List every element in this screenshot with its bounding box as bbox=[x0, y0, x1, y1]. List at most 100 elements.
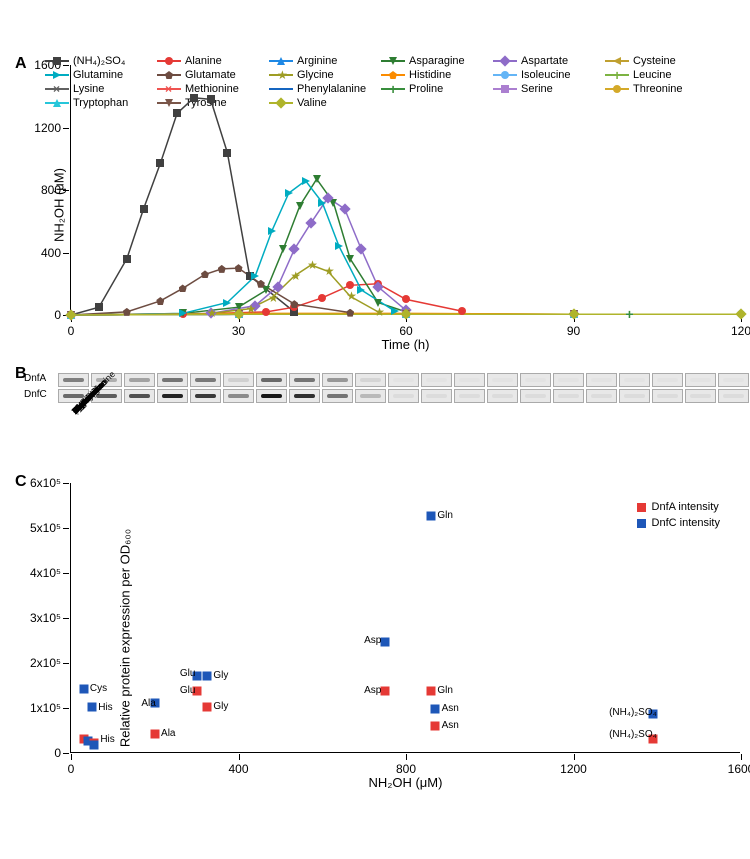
legend-swatch bbox=[269, 88, 293, 90]
scatter-label: His bbox=[100, 734, 114, 745]
legend-swatch: × bbox=[157, 88, 181, 90]
legend-swatch bbox=[637, 503, 646, 512]
scatter-label: (NH₄)₂SO₄ bbox=[609, 707, 657, 718]
western-blot-grid: (NH₄)₂SO₄ Alanine Arginine Asparagine As… bbox=[58, 373, 749, 405]
blot-dnfa bbox=[685, 373, 716, 387]
xtick-label: 1600 bbox=[728, 762, 750, 776]
legend-swatch bbox=[493, 60, 517, 62]
row-label-dnfc: DnfC bbox=[24, 389, 47, 400]
panel-c-xlabel: NH₂OH (μM) bbox=[369, 775, 443, 790]
xtick-label: 400 bbox=[228, 762, 248, 776]
legend-swatch bbox=[157, 74, 181, 76]
blot-dnfa bbox=[718, 373, 749, 387]
scatter-point bbox=[203, 703, 212, 712]
scatter-label: Gly bbox=[213, 670, 228, 681]
scatter-label: His bbox=[98, 702, 112, 713]
legend-swatch: + bbox=[605, 74, 629, 76]
blot-dnfa bbox=[586, 373, 617, 387]
blot-dnfa bbox=[124, 373, 155, 387]
xtick-label: 1200 bbox=[560, 762, 587, 776]
legend-swatch bbox=[381, 74, 405, 76]
blot-dnfa bbox=[487, 373, 518, 387]
scatter-label: Ala bbox=[141, 698, 155, 709]
blot-column: Lysine bbox=[454, 373, 485, 405]
ytick-label: 3x10⁵ bbox=[30, 611, 61, 625]
blot-dnfc bbox=[157, 389, 188, 403]
blot-dnfc bbox=[124, 389, 155, 403]
blot-dnfc bbox=[520, 389, 551, 403]
blot-dnfc bbox=[355, 389, 386, 403]
scatter-point bbox=[431, 705, 440, 714]
blot-column: Leucine bbox=[421, 373, 452, 405]
panel-b: B DnfA DnfC (NH₄)₂SO₄ Alanine Arginine A… bbox=[10, 365, 740, 465]
xtick-label: 800 bbox=[396, 762, 416, 776]
legend-swatch bbox=[45, 60, 69, 62]
xtick-label: 120 bbox=[731, 324, 750, 338]
blot-dnfa bbox=[421, 373, 452, 387]
xtick-label: 0 bbox=[68, 324, 75, 338]
blot-dnfc bbox=[454, 389, 485, 403]
blot-dnfc bbox=[289, 389, 320, 403]
ytick-label: 1x10⁵ bbox=[30, 701, 61, 715]
blot-column: Phenylalanine bbox=[520, 373, 551, 405]
scatter-label: Glu bbox=[180, 668, 196, 679]
legend-swatch: × bbox=[45, 88, 69, 90]
panel-c-legend: DnfA intensity DnfC intensity bbox=[637, 501, 720, 533]
xtick-label: 0 bbox=[68, 762, 75, 776]
panel-a: A NH₂OH (μM) Time (h) 040080012001600030… bbox=[10, 55, 740, 355]
blot-dnfc bbox=[586, 389, 617, 403]
blot-column: Valine bbox=[718, 373, 749, 405]
blot-column: Proline bbox=[553, 373, 584, 405]
ytick-label: 2x10⁵ bbox=[30, 656, 61, 670]
scatter-label: Ala bbox=[161, 728, 175, 739]
blot-column: Aspartate bbox=[190, 373, 221, 405]
blot-dnfa bbox=[58, 373, 89, 387]
blot-dnfc bbox=[553, 389, 584, 403]
legend-item: DnfA intensity bbox=[637, 501, 720, 513]
scatter-label: Gly bbox=[213, 701, 228, 712]
panel-a-label: A bbox=[15, 55, 27, 73]
blot-column: Asparagine bbox=[157, 373, 188, 405]
blot-dnfc bbox=[652, 389, 683, 403]
blot-dnfc bbox=[256, 389, 287, 403]
legend-swatch bbox=[637, 519, 646, 528]
blot-dnfa bbox=[223, 373, 254, 387]
blot-column: Tryptophan bbox=[652, 373, 683, 405]
blot-dnfa bbox=[289, 373, 320, 387]
legend-swatch bbox=[605, 60, 629, 62]
ytick-label: 6x10⁵ bbox=[30, 476, 61, 490]
scatter-label: Asn bbox=[442, 720, 459, 731]
scatter-point bbox=[431, 721, 440, 730]
blot-dnfa bbox=[157, 373, 188, 387]
blot-dnfc bbox=[619, 389, 650, 403]
blot-dnfa bbox=[190, 373, 221, 387]
ytick-label: 800 bbox=[41, 183, 61, 197]
blot-dnfc bbox=[322, 389, 353, 403]
panel-c-label: C bbox=[15, 473, 27, 491]
xtick-label: 30 bbox=[232, 324, 245, 338]
blot-dnfc bbox=[223, 389, 254, 403]
panel-a-ylabel: NH₂OH (μM) bbox=[51, 168, 66, 242]
panel-c-chart: NH₂OH (μM) DnfA intensity DnfC intensity… bbox=[70, 483, 740, 753]
blot-column: Methionine bbox=[487, 373, 518, 405]
blot-dnfa bbox=[652, 373, 683, 387]
scatter-label: Gln bbox=[437, 510, 453, 521]
scatter-point bbox=[381, 637, 390, 646]
legend-swatch bbox=[157, 60, 181, 62]
blot-dnfa bbox=[256, 373, 287, 387]
blot-dnfc bbox=[388, 389, 419, 403]
blot-column: Serine bbox=[586, 373, 617, 405]
scatter-point bbox=[427, 511, 436, 520]
ytick-label: 5x10⁵ bbox=[30, 521, 61, 535]
blot-column: Histidine bbox=[355, 373, 386, 405]
scatter-label: Asp bbox=[364, 685, 381, 696]
blot-dnfc bbox=[685, 389, 716, 403]
legend-swatch: ★ bbox=[269, 74, 293, 76]
legend-swatch: + bbox=[381, 88, 405, 90]
blot-dnfc bbox=[190, 389, 221, 403]
scatter-point bbox=[90, 741, 99, 750]
blot-dnfa bbox=[355, 373, 386, 387]
legend-swatch bbox=[269, 60, 293, 62]
scatter-label: Gln bbox=[437, 685, 453, 696]
blot-dnfa bbox=[388, 373, 419, 387]
